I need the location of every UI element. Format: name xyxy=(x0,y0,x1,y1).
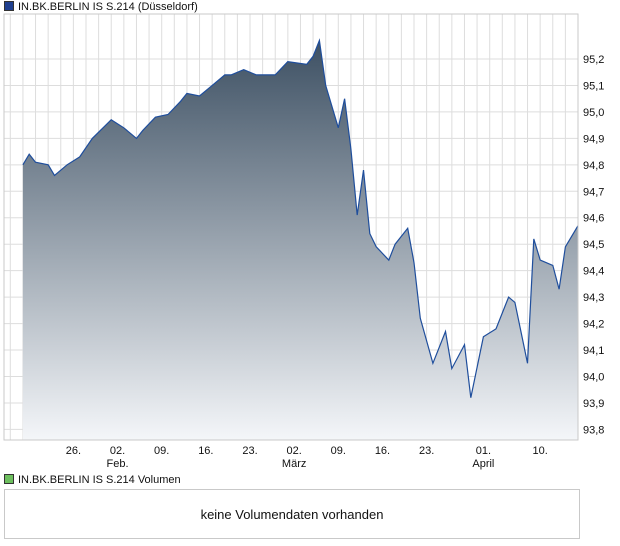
y-tick-label: 94,2 xyxy=(583,319,604,331)
y-tick-label: 95,1 xyxy=(583,80,604,92)
volume-legend-label: IN.BK.BERLIN IS S.214 Volumen xyxy=(18,474,181,486)
x-tick-label: 16. xyxy=(375,445,390,457)
x-month-label: Feb. xyxy=(107,458,129,470)
y-tick-label: 95,0 xyxy=(583,107,604,119)
y-tick-label: 94,7 xyxy=(583,186,604,198)
x-tick-label: 10. xyxy=(533,445,548,457)
x-tick-label: 09. xyxy=(331,445,346,457)
price-legend-swatch xyxy=(4,1,14,11)
x-tick-label: 09. xyxy=(154,445,169,457)
y-tick-label: 94,1 xyxy=(583,345,604,357)
x-tick-label: 23. xyxy=(419,445,434,457)
y-tick-label: 94,3 xyxy=(583,292,604,304)
y-tick-label: 94,6 xyxy=(583,213,604,225)
x-month-label: April xyxy=(472,458,494,470)
y-tick-label: 94,4 xyxy=(583,266,604,278)
y-tick-label: 93,9 xyxy=(583,398,604,410)
y-tick-label: 94,0 xyxy=(583,371,604,383)
price-legend: IN.BK.BERLIN IS S.214 (Düsseldorf) xyxy=(4,0,198,14)
price-chart: 95,2 95,1 95,0 94,9 94,8 94,7 94,6 94,5 94,4 94,3… xyxy=(3,13,604,470)
plot-border xyxy=(3,13,579,441)
price-line xyxy=(22,38,579,398)
x-tick-label: 16. xyxy=(198,445,213,457)
price-area-fill xyxy=(22,40,578,440)
x-tick-label: 02. xyxy=(110,445,125,457)
y-tick-label: 94,8 xyxy=(583,160,604,172)
volume-empty-message: keine Volumendaten vorhanden xyxy=(200,507,384,522)
x-tick-label: 23. xyxy=(242,445,257,457)
price-legend-label: IN.BK.BERLIN IS S.214 (Düsseldorf) xyxy=(18,1,198,13)
y-tick-label: 93,8 xyxy=(583,424,604,436)
x-tick-label: 01. xyxy=(476,445,491,457)
volume-legend: IN.BK.BERLIN IS S.214 Volumen xyxy=(4,473,181,487)
y-tick-label: 94,5 xyxy=(583,239,604,251)
volume-legend-swatch xyxy=(4,474,14,484)
volume-panel: keine Volumendaten vorhanden xyxy=(4,489,580,539)
x-month-label: März xyxy=(282,458,306,470)
y-tick-label: 94,9 xyxy=(583,133,604,145)
y-tick-label: 95,2 xyxy=(583,54,604,66)
y-axis-labels: 95,2 95,1 95,0 94,9 94,8 94,7 94,6 94,5 94,4 94,3… xyxy=(583,54,604,436)
x-tick-label: 02. xyxy=(287,445,302,457)
x-tick-label: 26. xyxy=(66,445,81,457)
